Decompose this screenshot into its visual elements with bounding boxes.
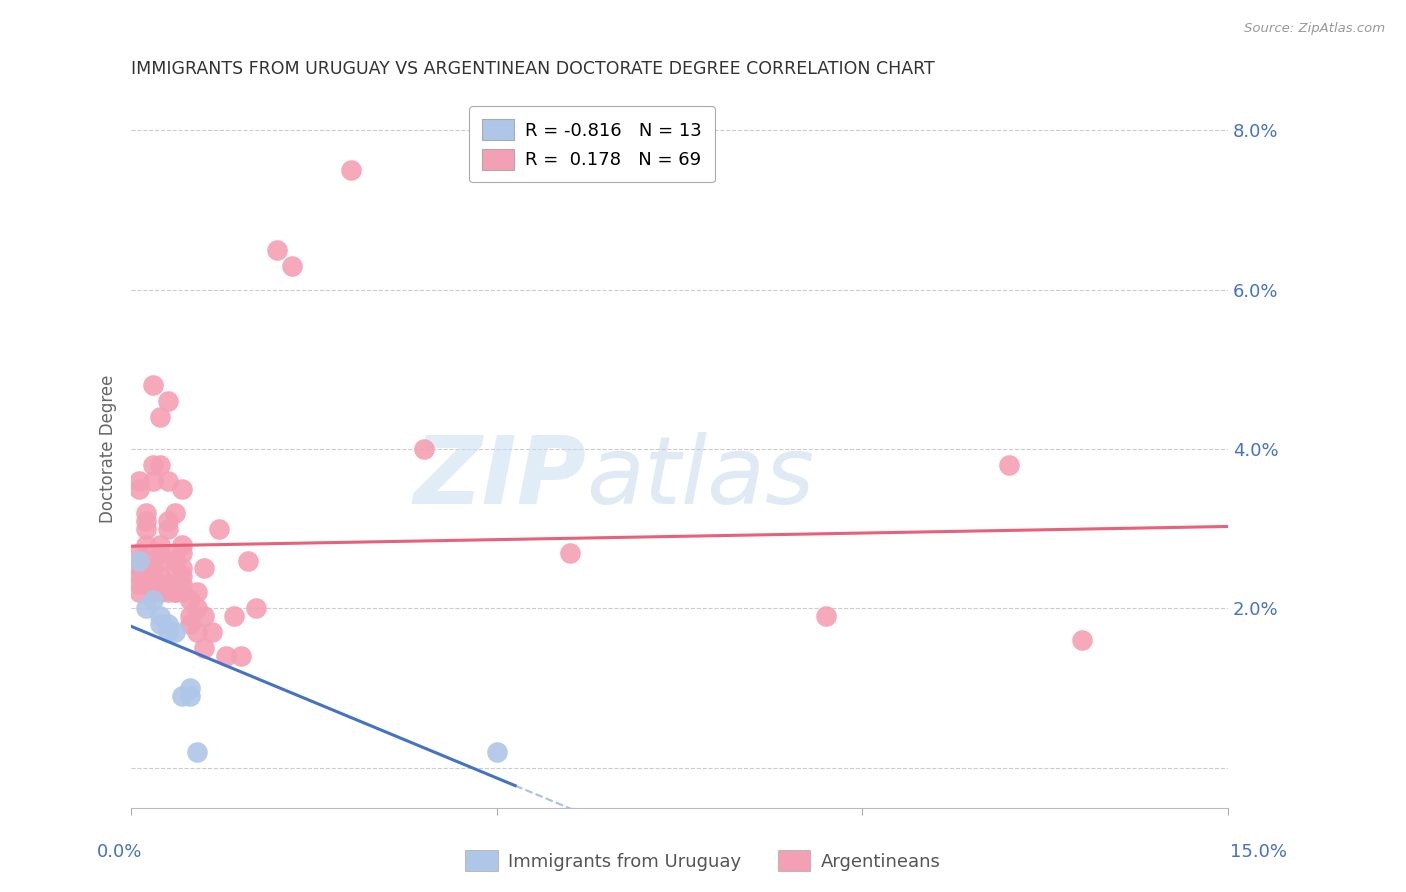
Point bbox=[156, 522, 179, 536]
Point bbox=[172, 482, 194, 496]
Point bbox=[558, 545, 581, 559]
Text: 0.0%: 0.0% bbox=[97, 843, 142, 861]
Point bbox=[179, 689, 201, 703]
Point bbox=[179, 609, 201, 624]
Point bbox=[193, 561, 215, 575]
Point bbox=[149, 569, 172, 583]
Point bbox=[165, 545, 187, 559]
Text: Source: ZipAtlas.com: Source: ZipAtlas.com bbox=[1244, 22, 1385, 36]
Point bbox=[165, 553, 187, 567]
Point bbox=[172, 689, 194, 703]
Point bbox=[128, 577, 150, 591]
Point bbox=[156, 617, 179, 632]
Point bbox=[128, 561, 150, 575]
Point bbox=[412, 442, 434, 456]
Text: 15.0%: 15.0% bbox=[1230, 843, 1286, 861]
Point bbox=[172, 577, 194, 591]
Point bbox=[179, 681, 201, 695]
Point bbox=[1070, 633, 1092, 648]
Point bbox=[165, 506, 187, 520]
Point bbox=[997, 458, 1019, 472]
Point bbox=[186, 745, 208, 759]
Point bbox=[149, 410, 172, 425]
Point bbox=[215, 649, 238, 664]
Point bbox=[128, 545, 150, 559]
Point bbox=[245, 601, 267, 615]
Point bbox=[142, 561, 165, 575]
Point bbox=[149, 577, 172, 591]
Point bbox=[238, 553, 260, 567]
Point bbox=[172, 585, 194, 599]
Point bbox=[149, 609, 172, 624]
Point bbox=[142, 553, 165, 567]
Point bbox=[128, 482, 150, 496]
Legend: Immigrants from Uruguay, Argentineans: Immigrants from Uruguay, Argentineans bbox=[458, 843, 948, 879]
Point bbox=[149, 585, 172, 599]
Point bbox=[485, 745, 508, 759]
Point bbox=[135, 601, 157, 615]
Point bbox=[266, 243, 288, 257]
Point bbox=[156, 394, 179, 409]
Point bbox=[142, 585, 165, 599]
Point bbox=[156, 514, 179, 528]
Point bbox=[156, 474, 179, 488]
Point bbox=[149, 458, 172, 472]
Text: ZIP: ZIP bbox=[413, 432, 586, 524]
Point bbox=[135, 561, 157, 575]
Point bbox=[149, 538, 172, 552]
Point bbox=[135, 506, 157, 520]
Point bbox=[281, 259, 304, 273]
Point bbox=[186, 585, 208, 599]
Point bbox=[142, 593, 165, 607]
Point bbox=[179, 617, 201, 632]
Point bbox=[186, 601, 208, 615]
Point bbox=[222, 609, 245, 624]
Point bbox=[165, 585, 187, 599]
Text: atlas: atlas bbox=[586, 432, 814, 523]
Point bbox=[208, 522, 231, 536]
Point bbox=[186, 625, 208, 640]
Point bbox=[149, 553, 172, 567]
Point bbox=[229, 649, 252, 664]
Point bbox=[165, 577, 187, 591]
Point bbox=[128, 585, 150, 599]
Point bbox=[201, 625, 224, 640]
Point bbox=[128, 553, 150, 567]
Point bbox=[142, 569, 165, 583]
Point bbox=[135, 522, 157, 536]
Point bbox=[172, 561, 194, 575]
Point bbox=[165, 625, 187, 640]
Point bbox=[814, 609, 837, 624]
Point bbox=[339, 163, 361, 178]
Point bbox=[165, 561, 187, 575]
Point bbox=[156, 577, 179, 591]
Point bbox=[172, 538, 194, 552]
Legend: R = -0.816   N = 13, R =  0.178   N = 69: R = -0.816 N = 13, R = 0.178 N = 69 bbox=[470, 106, 714, 183]
Point bbox=[135, 538, 157, 552]
Point bbox=[156, 585, 179, 599]
Text: IMMIGRANTS FROM URUGUAY VS ARGENTINEAN DOCTORATE DEGREE CORRELATION CHART: IMMIGRANTS FROM URUGUAY VS ARGENTINEAN D… bbox=[131, 60, 935, 78]
Point bbox=[193, 641, 215, 656]
Point bbox=[172, 569, 194, 583]
Point bbox=[142, 458, 165, 472]
Point bbox=[149, 617, 172, 632]
Point bbox=[135, 577, 157, 591]
Point bbox=[128, 569, 150, 583]
Point bbox=[156, 625, 179, 640]
Point bbox=[165, 585, 187, 599]
Point bbox=[128, 474, 150, 488]
Point bbox=[142, 378, 165, 392]
Point bbox=[135, 569, 157, 583]
Y-axis label: Doctorate Degree: Doctorate Degree bbox=[100, 375, 117, 523]
Point bbox=[179, 593, 201, 607]
Point bbox=[149, 545, 172, 559]
Point bbox=[172, 545, 194, 559]
Point bbox=[142, 474, 165, 488]
Point bbox=[193, 609, 215, 624]
Point bbox=[135, 514, 157, 528]
